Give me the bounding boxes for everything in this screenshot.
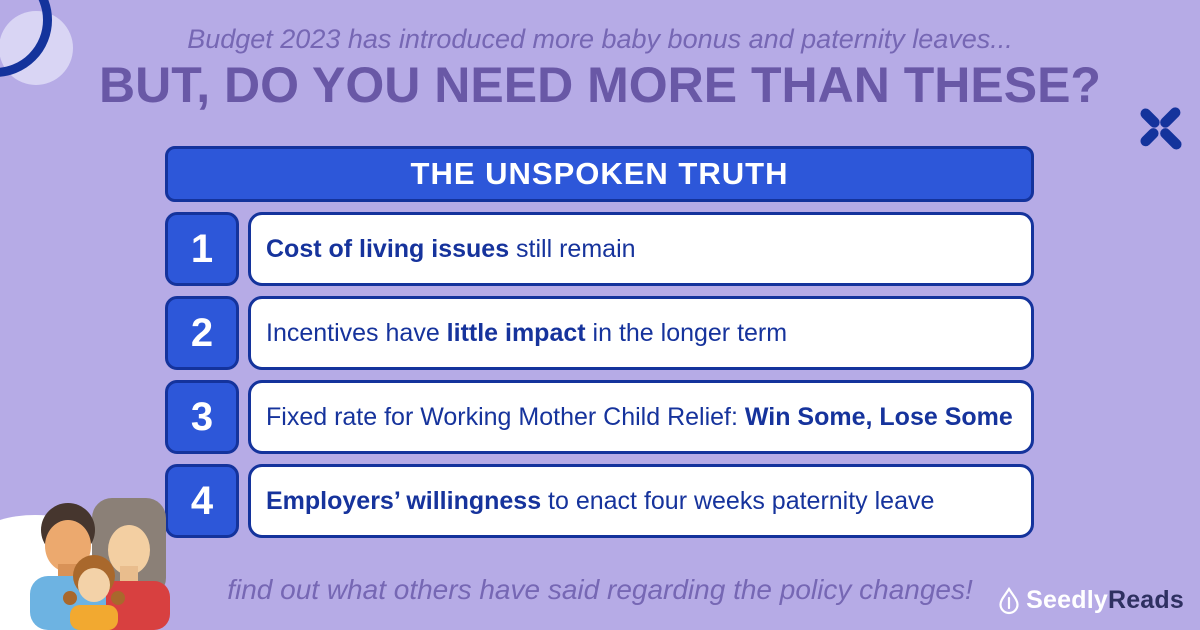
- item-text: Fixed rate for Working Mother Child Reli…: [248, 380, 1034, 454]
- list-item: 2 Incentives have little impact in the l…: [165, 296, 1034, 370]
- item-text-bold: Employers’ willingness: [266, 486, 542, 515]
- item-text-bold: little impact: [446, 318, 586, 347]
- item-text-pre: Fixed rate for Working Mother Child Reli…: [266, 402, 745, 431]
- list-item: 3 Fixed rate for Working Mother Child Re…: [165, 380, 1034, 454]
- logo-text-seedly: Seedly: [1026, 586, 1108, 614]
- banner-subtitle: Budget 2023 has introduced more baby bon…: [187, 24, 1013, 54]
- logo-text-reads: Reads: [1107, 586, 1184, 614]
- item-number-badge: 3: [165, 380, 239, 454]
- item-text-bold: Win Some, Lose Some: [744, 402, 1013, 431]
- seedly-x-mark-icon: [1140, 107, 1182, 150]
- item-number-badge: 4: [165, 464, 239, 538]
- item-text-bold: Cost of living issues: [266, 234, 510, 263]
- item-number-badge: 1: [165, 212, 239, 286]
- item-text-rest: in the longer term: [585, 318, 788, 347]
- list-item: 1 Cost of living issues still remain: [165, 212, 1034, 286]
- footer-callout: find out what others have said regarding…: [227, 574, 973, 605]
- item-text-rest: still remain: [509, 234, 636, 263]
- seedly-droplet-icon: [999, 586, 1019, 614]
- list-item: 4 Employers’ willingness to enact four w…: [165, 464, 1034, 538]
- item-text: Incentives have little impact in the lon…: [248, 296, 1034, 370]
- family-illustration: [0, 498, 170, 630]
- item-number-badge: 2: [165, 296, 239, 370]
- banner-title: BUT, DO YOU NEED MORE THAN THESE?: [99, 57, 1101, 113]
- seedlyreads-logo: Seedly Reads: [997, 586, 1184, 615]
- unspoken-truth-panel: THE UNSPOKEN TRUTH 1 Cost of living issu…: [165, 146, 1034, 538]
- item-text: Cost of living issues still remain: [248, 212, 1034, 286]
- panel-title: THE UNSPOKEN TRUTH: [165, 146, 1034, 202]
- item-text: Employers’ willingness to enact four wee…: [248, 464, 1034, 538]
- item-text-pre: Incentives have: [266, 318, 447, 347]
- item-text-rest: to enact four weeks paternity leave: [541, 486, 935, 515]
